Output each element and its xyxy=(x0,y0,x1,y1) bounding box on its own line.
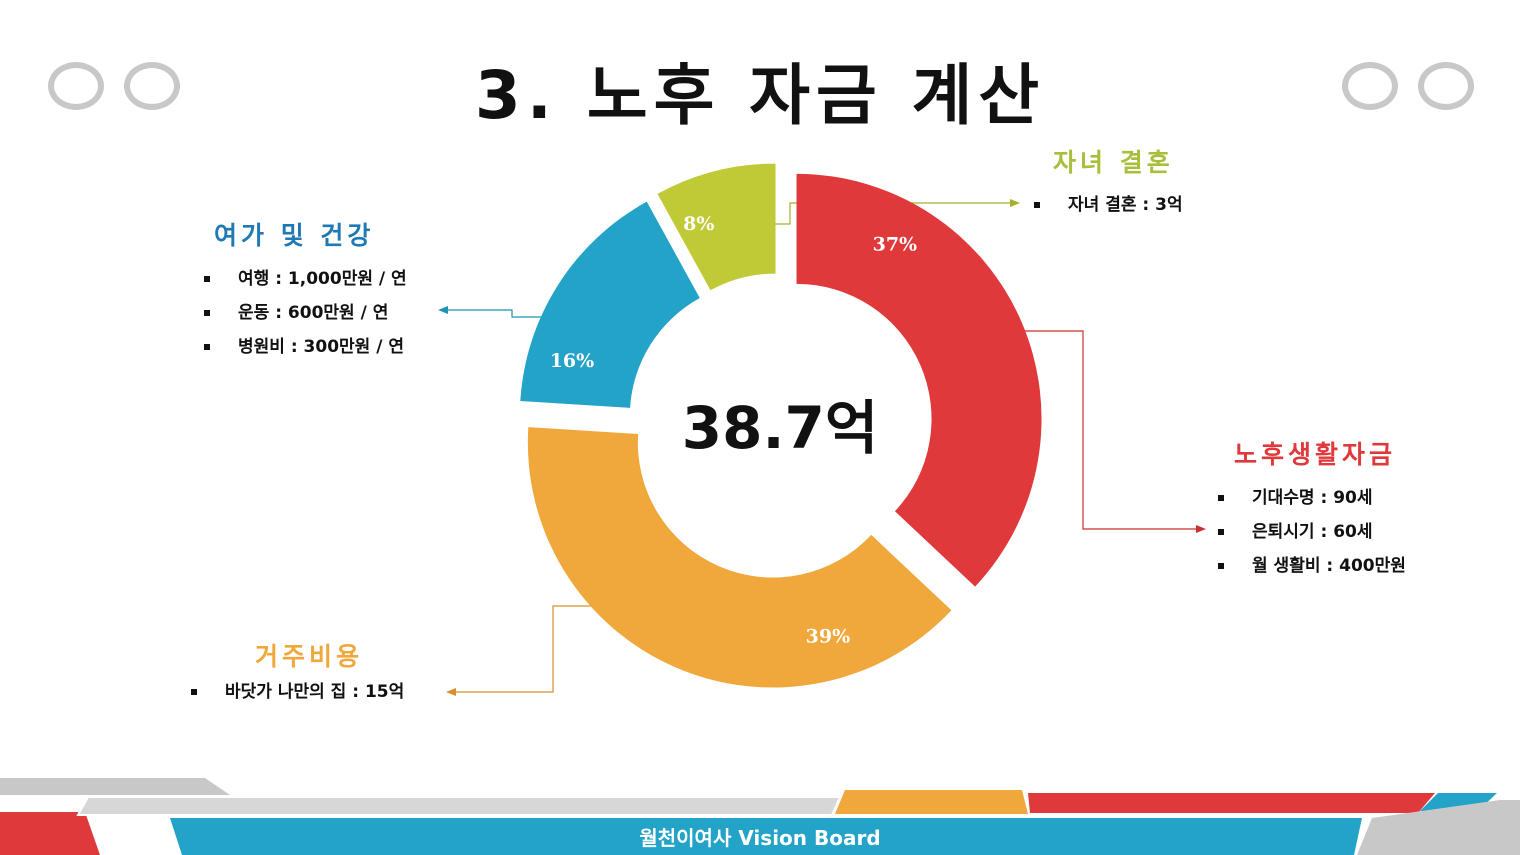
decorative-ring-icon xyxy=(48,62,104,110)
decorative-ring-icon xyxy=(124,62,180,110)
list-item: 은퇴시기 : 60세 xyxy=(1218,515,1406,549)
heading-leisure: 여가 및 건강 xyxy=(214,221,375,250)
page-title: 3. 노후 자금 계산 xyxy=(474,57,1046,134)
decorative-ring-icon xyxy=(1342,62,1398,110)
list-item: 운동 : 600만원 / 연 xyxy=(204,296,407,330)
arrow-living-icon xyxy=(1196,525,1206,533)
heading-housing: 거주비용 xyxy=(255,642,364,671)
center-total-value: 38.7억 xyxy=(681,394,879,462)
footer-title: 월천이여사 Vision Board xyxy=(639,826,881,850)
slice-label-living: 37% xyxy=(873,234,918,256)
donut-slice-housing xyxy=(527,427,952,688)
list-item: 자녀 결혼 : 3억 xyxy=(1034,188,1183,222)
list-item: 바닷가 나만의 집 : 15억 xyxy=(191,675,404,709)
slice-label-leisure: 16% xyxy=(550,350,595,372)
slice-label-housing: 39% xyxy=(806,626,851,648)
arrow-leisure-icon xyxy=(438,306,448,314)
list-item: 여행 : 1,000만원 / 연 xyxy=(204,262,407,296)
slice-label-wedding: 8% xyxy=(683,213,714,235)
donut-slice-wedding xyxy=(657,163,776,291)
list-item: 기대수명 : 90세 xyxy=(1218,481,1406,515)
arrow-housing-icon xyxy=(446,688,456,696)
list-living: 기대수명 : 90세 은퇴시기 : 60세 월 생활비 : 400만원 xyxy=(1218,481,1406,583)
list-item: 병원비 : 300만원 / 연 xyxy=(204,330,407,364)
donut-slice-living xyxy=(796,173,1042,587)
decorative-ring-icon xyxy=(1418,62,1474,110)
heading-living: 노후생활자금 xyxy=(1234,440,1397,469)
list-item: 월 생활비 : 400만원 xyxy=(1218,549,1406,583)
list-housing: 바닷가 나만의 집 : 15억 xyxy=(191,675,404,709)
heading-wedding: 자녀 결혼 xyxy=(1053,148,1174,177)
arrow-wedding-icon xyxy=(1010,199,1020,207)
list-leisure: 여행 : 1,000만원 / 연 운동 : 600만원 / 연 병원비 : 30… xyxy=(204,262,407,364)
donut-slice-leisure xyxy=(520,201,700,408)
list-wedding: 자녀 결혼 : 3억 xyxy=(1034,188,1183,222)
